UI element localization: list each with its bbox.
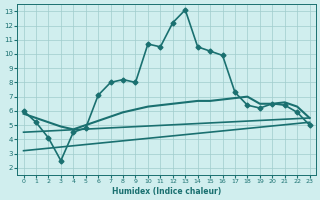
X-axis label: Humidex (Indice chaleur): Humidex (Indice chaleur): [112, 187, 221, 196]
